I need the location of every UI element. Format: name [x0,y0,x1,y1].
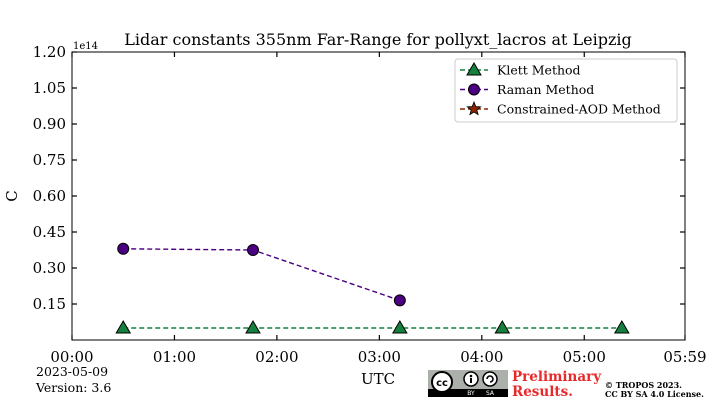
x-tick-label: 05:59 [663,348,706,366]
y-tick-label: 1.20 [33,43,66,61]
cc-badge-sa: SA [486,390,495,397]
legend-box [454,58,678,123]
x-tick-label: 03:00 [358,348,401,366]
data-point-0-3 [494,320,511,334]
legend-marker-1 [468,83,480,96]
y-axis-label: C [3,190,21,201]
data-point-1-0 [117,242,130,255]
series-lines [123,248,622,329]
y-tick-label: 0.90 [33,115,66,133]
cc-license-badge: cc BY SA [428,370,508,397]
x-tick-label: 04:00 [460,348,503,366]
cc-badge-by: BY [467,390,475,397]
legend: Klett Method Raman Method Constrained-AOD … [454,58,678,123]
sa-icon [482,371,498,387]
preliminary-text: Preliminary [512,369,602,385]
cc-badge-cc: cc [436,378,448,389]
legend-label: Raman Method [497,82,594,97]
series-markers [115,242,630,334]
axes-ticks: 00:00 01:00 02:00 03:00 04:00 05:00 05:59 0.15 0… [33,43,707,366]
data-point-0-0 [115,320,132,334]
legend-marker-2 [466,100,482,116]
footer-version: Version: 3.6 [35,380,111,395]
y-tick-label: 0.45 [33,223,66,241]
y-tick-label: 0.30 [33,259,66,277]
legend-marker-0 [466,62,482,76]
series-line-1 [123,248,401,302]
data-point-1-2 [393,294,406,307]
y-multiplier-label: 1e14 [73,41,98,52]
legend-label: Constrained-AOD Method [497,102,661,117]
y-tick-label: 0.60 [33,187,66,205]
data-point-0-1 [245,320,261,334]
data-point-0-2 [391,320,408,334]
x-tick-label: 05:00 [563,348,606,366]
x-tick-label: 01:00 [153,348,196,366]
copyright-text: © TROPOS 2023. [605,380,682,390]
x-axis-label: UTC [361,370,395,388]
y-tick-label: 0.15 [33,295,66,313]
data-point-1-1 [247,244,260,256]
data-point-0-4 [613,320,630,334]
x-tick-label: 02:00 [255,348,298,366]
plot-frame [71,51,686,341]
y-tick-label: 1.05 [33,79,66,97]
y-tick-label: 0.75 [33,151,66,169]
x-tick-label: 00:00 [50,348,93,366]
legend-label: Klett Method [497,63,581,78]
results-text: Results. [512,384,573,400]
chart-title: Lidar constants 355nm Far-Range for poll… [124,30,632,49]
license-text: CC BY SA 4.0 License. [605,389,704,399]
cc-icon [431,371,453,393]
footer-date: 2023-05-09 [36,364,108,379]
